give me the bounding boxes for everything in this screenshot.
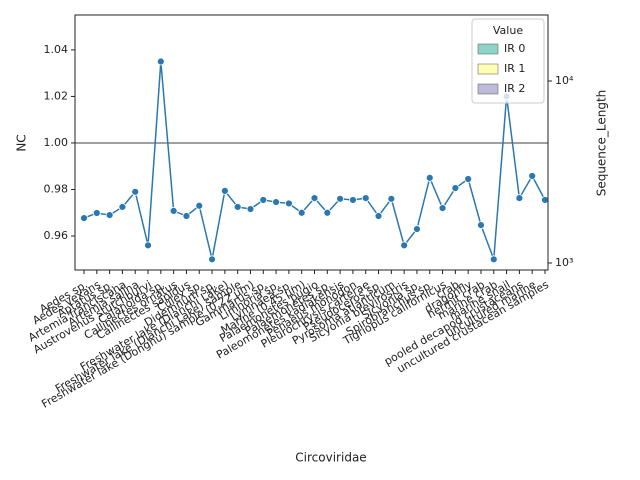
marker xyxy=(438,204,447,213)
marker xyxy=(528,172,537,180)
y-tick-label: 0.98 xyxy=(44,182,69,195)
y-axis-label: NC xyxy=(15,134,29,151)
y-tick-label: 1.02 xyxy=(44,89,69,102)
marker xyxy=(541,196,549,204)
y2-tick-label: 10⁴ xyxy=(555,74,574,87)
marker xyxy=(156,57,165,66)
marker xyxy=(374,212,383,220)
marker xyxy=(489,255,498,264)
marker xyxy=(208,255,216,264)
marker xyxy=(477,221,485,229)
legend-swatch xyxy=(477,43,499,55)
marker xyxy=(515,194,524,203)
marker xyxy=(336,194,345,203)
marker xyxy=(80,214,88,223)
y2-axis-label: Sequence_Length xyxy=(595,90,609,197)
marker xyxy=(400,241,409,250)
marker xyxy=(259,196,268,204)
marker xyxy=(297,208,306,217)
marker xyxy=(310,194,319,203)
y-tick-label: 0.96 xyxy=(44,229,69,242)
y-tick-label: 1.04 xyxy=(44,43,69,56)
marker xyxy=(195,201,204,210)
marker xyxy=(413,225,421,233)
marker xyxy=(349,196,357,204)
marker xyxy=(387,194,396,203)
legend-label: IR 0 xyxy=(504,42,525,55)
plot-frame xyxy=(74,14,549,271)
marker xyxy=(92,209,101,217)
marker xyxy=(361,194,370,203)
marker xyxy=(233,203,242,211)
marker xyxy=(144,241,152,250)
legend-label: IR 1 xyxy=(504,62,525,75)
legend-label: IR 2 xyxy=(504,82,525,95)
legend-swatch xyxy=(477,63,499,75)
marker xyxy=(131,187,140,196)
marker xyxy=(284,199,293,208)
y2-tick-label: 10³ xyxy=(555,256,573,269)
marker xyxy=(323,208,332,217)
marker xyxy=(182,212,191,220)
x-axis-label: Circoviridae xyxy=(295,451,366,465)
legend-swatch xyxy=(477,83,499,95)
marker xyxy=(169,207,178,215)
marker xyxy=(105,211,114,219)
marker xyxy=(220,186,229,195)
marker xyxy=(118,203,127,211)
marker xyxy=(246,205,255,213)
marker xyxy=(425,173,434,182)
legend-box xyxy=(471,18,545,104)
y-tick-label: 1.00 xyxy=(44,136,69,149)
marker xyxy=(464,175,473,183)
marker xyxy=(272,198,280,206)
marker xyxy=(451,184,460,193)
legend-title: Value xyxy=(493,24,523,37)
